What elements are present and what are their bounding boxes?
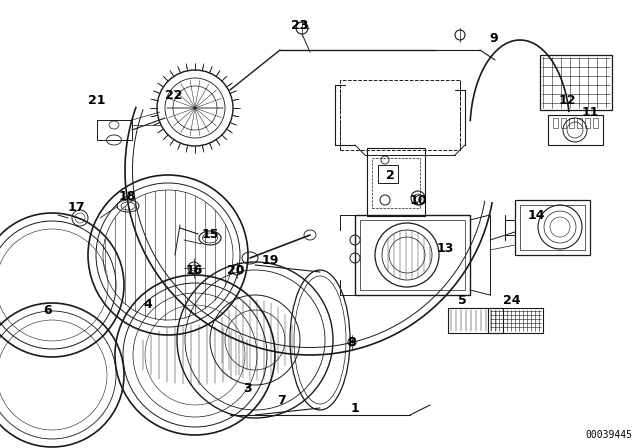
Text: 17: 17 <box>67 201 84 214</box>
Bar <box>585 118 590 128</box>
Bar <box>577 118 582 128</box>
Bar <box>367 148 425 216</box>
Text: 9: 9 <box>490 31 499 44</box>
Bar <box>488 308 543 333</box>
Bar <box>372 158 420 208</box>
Text: 21: 21 <box>88 94 106 107</box>
Text: 13: 13 <box>436 241 454 254</box>
Bar <box>515 200 590 255</box>
Text: 18: 18 <box>118 190 136 202</box>
Bar <box>593 118 598 128</box>
Text: 20: 20 <box>227 263 244 276</box>
Text: 3: 3 <box>244 382 252 395</box>
Text: 5: 5 <box>458 293 467 306</box>
Text: 6: 6 <box>44 303 52 316</box>
Text: 2: 2 <box>386 168 394 181</box>
Bar <box>569 118 574 128</box>
Text: 14: 14 <box>527 208 545 221</box>
Bar <box>553 118 558 128</box>
Text: 24: 24 <box>503 293 521 306</box>
Bar <box>548 115 603 145</box>
Bar <box>561 118 566 128</box>
Bar <box>540 55 612 110</box>
Bar <box>378 165 398 183</box>
Text: 12: 12 <box>558 94 576 107</box>
Text: 10: 10 <box>409 194 427 207</box>
Text: 7: 7 <box>278 393 286 406</box>
Text: 15: 15 <box>201 228 219 241</box>
Text: 1: 1 <box>351 401 360 414</box>
Bar <box>97 120 132 140</box>
Text: 11: 11 <box>581 105 599 119</box>
Text: 8: 8 <box>348 336 356 349</box>
Text: 23: 23 <box>291 18 308 31</box>
Text: 19: 19 <box>261 254 278 267</box>
Bar <box>448 308 503 333</box>
Bar <box>520 205 585 250</box>
Bar <box>340 80 460 150</box>
Text: 16: 16 <box>186 263 203 276</box>
Bar <box>360 220 465 290</box>
Bar <box>355 215 470 295</box>
Text: 00039445: 00039445 <box>585 430 632 440</box>
Text: 22: 22 <box>165 89 183 102</box>
Text: 4: 4 <box>143 298 152 311</box>
